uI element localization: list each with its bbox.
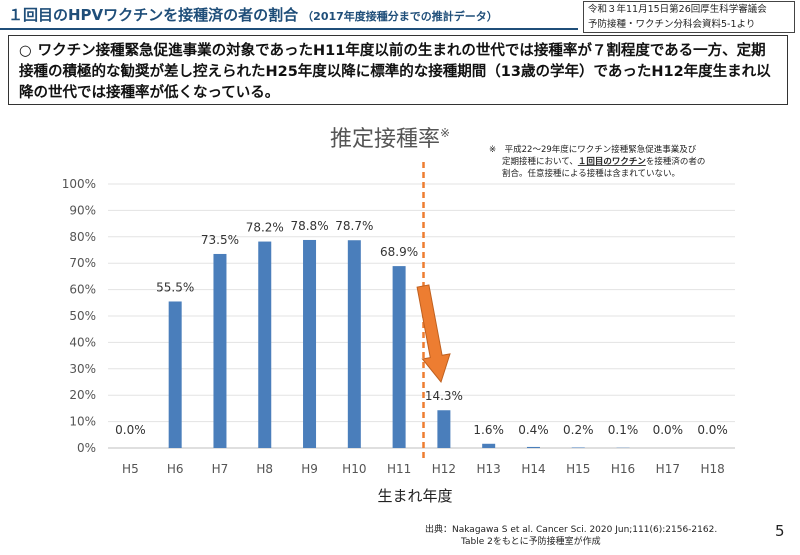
chart-title-mark: ※ (440, 126, 450, 140)
chart-note-line2: 定期接種において、１回目のワクチンを接種済の者の (502, 156, 705, 167)
y-tick-label: 60% (69, 283, 96, 297)
summary-box: ○ ワクチン接種緊急促進事業の対象であったH11年度以前の生まれの世代では接種率が… (8, 35, 788, 105)
y-tick-label: 80% (69, 230, 96, 244)
footer-source: 出典：Nakagawa S et al. Cancer Sci. 2020 Ju… (425, 524, 717, 548)
x-tick-label-H7: H7 (212, 462, 229, 476)
y-tick-label: 20% (69, 388, 96, 402)
data-label-H13: 1.6% (473, 423, 504, 437)
y-tick-label: 40% (69, 335, 96, 349)
x-tick-label-H11: H11 (387, 462, 411, 476)
bar-H6 (168, 301, 182, 448)
x-tick-label-H13: H13 (477, 462, 501, 476)
chart-overlay (416, 162, 451, 458)
page-title-subtitle: （2017年度接種分までの推計データ） (302, 10, 498, 23)
y-tick-label: 70% (69, 256, 96, 270)
bar-H10 (347, 240, 361, 448)
summary-bullet: ○ (19, 43, 32, 59)
x-tick-label-H6: H6 (167, 462, 184, 476)
bar-H9 (303, 239, 317, 448)
x-tick-label-H5: H5 (122, 462, 139, 476)
title-divider (0, 28, 578, 30)
x-tick-label-H8: H8 (256, 462, 273, 476)
data-label-H18: 0.0% (697, 423, 728, 437)
page-number: 5 (775, 522, 785, 540)
data-label-H8: 78.2% (246, 221, 284, 235)
bar-H15 (571, 447, 585, 448)
y-tick-label: 50% (69, 309, 96, 323)
bar-H14 (526, 446, 540, 448)
y-tick-label: 90% (69, 203, 96, 217)
data-label-H11: 68.9% (380, 245, 418, 259)
x-tick-label-H16: H16 (611, 462, 635, 476)
footer-source-line1: 出典：Nakagawa S et al. Cancer Sci. 2020 Ju… (425, 525, 718, 535)
bar-H7 (213, 253, 227, 448)
x-tick-label-H9: H9 (301, 462, 318, 476)
chart-y-axis: 0% 10% 20% 30% 40% 50% 60% 70% 80% 90% 100% (62, 177, 96, 455)
chart-gridlines (108, 183, 735, 449)
chart-bars (168, 239, 630, 448)
data-label-H15: 0.2% (563, 423, 594, 437)
data-label-H16: 0.1% (608, 423, 639, 437)
bar-H13 (482, 443, 496, 448)
data-label-H5: 0.0% (115, 423, 146, 437)
data-label-H17: 0.0% (653, 423, 684, 437)
chart-note-line2-post: を接種済の者の (646, 156, 706, 167)
x-tick-label-H17: H17 (656, 462, 680, 476)
source-reference-line2: 予防接種・ワクチン分科会資料5-1より (588, 19, 756, 30)
x-tick-label-H18: H18 (700, 462, 724, 476)
summary-text: ワクチン接種緊急促進事業の対象であったH11年度以前の生まれの世代では接種率が７… (19, 43, 771, 101)
y-tick-label: 10% (69, 415, 96, 429)
data-label-H6: 55.5% (156, 280, 194, 294)
data-label-H9: 78.8% (290, 219, 328, 233)
bar-H11 (392, 266, 406, 448)
data-label-H7: 73.5% (201, 233, 239, 247)
chart-note-line3: 割合。任意接種による接種は含まれていない。 (502, 168, 680, 179)
chart-note-line1: ※ 平成22～29年度にワクチン接種緊急促進事業及び (489, 144, 697, 155)
chart-note-line2-pre: 定期接種において、 (502, 156, 578, 167)
y-tick-label: 100% (62, 177, 96, 191)
x-tick-label-H14: H14 (521, 462, 545, 476)
source-reference-line1: 令和３年11月15日第26回厚生科学審議会 (588, 4, 767, 15)
bar-H12 (437, 410, 451, 448)
y-tick-label: 0% (77, 441, 96, 455)
data-label-H14: 0.4% (518, 423, 549, 437)
decline-arrow (416, 284, 451, 384)
x-axis-title: 生まれ年度 (377, 487, 452, 505)
page-title-main: １回目のHPVワクチンを接種済の者の割合 (8, 6, 299, 24)
x-tick-label-H15: H15 (566, 462, 590, 476)
data-label-H12: 14.3% (425, 389, 463, 403)
y-tick-label: 30% (69, 362, 96, 376)
chart-title-text: 推定接種率 (330, 127, 440, 152)
x-tick-label-H10: H10 (342, 462, 366, 476)
data-label-H10: 78.7% (335, 219, 373, 233)
source-reference-box: 令和３年11月15日第26回厚生科学審議会 予防接種・ワクチン分科会資料5-1よ… (583, 1, 795, 33)
footer-source-line2: Table 2をもとに予防接種室が作成 (461, 537, 601, 547)
chart-x-axis: H5 H6 H7 H8 H9 H10 H11 H12 H13 H14 H15 H16 H17 H18 (122, 462, 725, 476)
x-tick-label-H12: H12 (432, 462, 456, 476)
page-title: １回目のHPVワクチンを接種済の者の割合 （2017年度接種分までの推計データ） (8, 4, 498, 25)
chart-note-line2-emphasis: １回目のワクチン (578, 156, 647, 167)
chart-title: 推定接種率※ (330, 126, 450, 152)
chart-data-labels: 0.0% 55.5% 73.5% 78.2% 78.8% 78.7% 68.9% 14.3% 1… (115, 219, 728, 437)
bar-H8 (258, 241, 272, 448)
